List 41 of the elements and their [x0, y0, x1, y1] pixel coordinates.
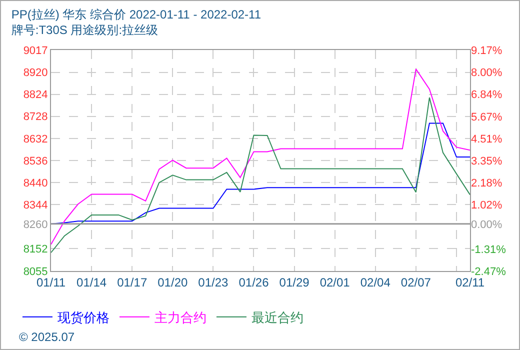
x-tick-label: 01/11 [36, 275, 66, 290]
y-tick-label: 8728 [23, 111, 48, 124]
y2-tick-label: 8.00% [471, 67, 502, 80]
y2-tick-label: -2.47% [471, 266, 506, 278]
legend-label: 主力合约 [154, 310, 206, 325]
y2-tick-label: 0.00% [471, 218, 502, 231]
x-tick-label: 01/29 [279, 275, 310, 290]
y-tick-label: 8152 [23, 244, 48, 256]
y2-tick-label: 5.67% [471, 111, 502, 124]
x-tick-label: 01/20 [158, 275, 188, 290]
x-tick-label: 02/04 [360, 275, 391, 290]
y-tick-label: 9017 [23, 44, 48, 57]
x-tick-label: 01/14 [76, 275, 107, 290]
y-tick-label: 8260 [23, 218, 48, 231]
y2-tick-label: -1.31% [471, 244, 506, 256]
y2-tick-label: 6.84% [471, 89, 502, 102]
chart-subtitle: 牌号:T30S 用途级别:拉丝级 [11, 23, 158, 37]
line-series [51, 97, 470, 254]
x-tick-label: 02/01 [320, 275, 350, 290]
y-tick-label: 8536 [23, 155, 48, 168]
y-tick-label: 8920 [23, 67, 48, 80]
x-tick-label: 01/17 [117, 275, 148, 290]
x-tick-label: 01/23 [198, 275, 229, 290]
chart-title: PP(拉丝) 华东 综合价 2022-01-11 - 2022-02-11 [11, 7, 262, 22]
text: © 2025.07 [19, 330, 75, 344]
y-tick-label: 8344 [23, 199, 48, 212]
x-tick-label: 01/26 [238, 275, 270, 290]
x-tick-label: 02/11 [455, 275, 485, 290]
legend-label: 最近合约 [251, 310, 304, 325]
line-series [51, 68, 470, 245]
y2-tick-label: 9.17% [471, 44, 502, 57]
x-tick-label: 02/07 [400, 275, 432, 290]
legend-label: 现货价格 [57, 310, 110, 325]
y-tick-label: 8055 [23, 266, 48, 278]
y2-tick-label: 2.18% [471, 178, 502, 190]
y-tick-label: 8632 [23, 133, 48, 146]
y-tick-label: 8440 [23, 177, 48, 190]
y2-tick-label: 3.35% [471, 155, 502, 168]
y2-tick-label: 1.02% [471, 200, 502, 212]
y-tick-label: 8824 [23, 89, 48, 102]
y2-tick-label: 4.51% [471, 133, 502, 146]
